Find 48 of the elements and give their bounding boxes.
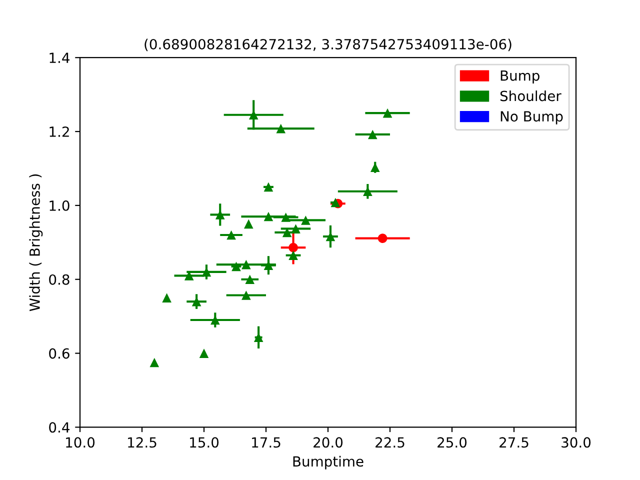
point <box>226 230 236 240</box>
y-tick-label: 0.6 <box>49 348 70 359</box>
point <box>215 210 225 220</box>
x-axis-title: Bumptime <box>293 456 364 470</box>
point <box>281 212 290 222</box>
y-tick-label: 1.2 <box>50 126 69 137</box>
y-tick-label: 1.4 <box>50 52 70 63</box>
x-tick-label: 27.5 <box>500 437 528 448</box>
point <box>378 234 388 243</box>
point <box>276 124 286 134</box>
y-axis-title: Width ( Brightness ) <box>29 174 43 312</box>
point <box>382 108 392 118</box>
point <box>264 182 274 192</box>
x-tick-label: 22.5 <box>376 437 404 448</box>
point <box>150 358 160 368</box>
point <box>242 290 251 300</box>
point <box>301 216 310 225</box>
point <box>244 219 254 229</box>
x-tick-label: 20.0 <box>314 437 343 448</box>
chart-title: (0.68900828164272132, 3.3787542753409113e-06) <box>144 38 512 52</box>
point <box>232 262 241 272</box>
y-tick-label: 0.4 <box>49 422 70 433</box>
point <box>264 212 274 222</box>
point <box>245 274 255 284</box>
x-tick-label: 15.0 <box>190 437 219 448</box>
point <box>330 198 340 208</box>
point <box>248 110 258 120</box>
point <box>291 224 300 234</box>
point <box>162 293 172 302</box>
point <box>210 315 220 325</box>
x-tick-label: 12.5 <box>128 437 156 448</box>
x-tick-label: 10.0 <box>66 437 95 448</box>
legend-label: Shoulder <box>500 90 562 102</box>
point <box>368 130 378 140</box>
point <box>199 348 209 358</box>
point <box>363 186 372 196</box>
x-tick-label: 17.5 <box>252 437 280 448</box>
point <box>242 260 251 270</box>
x-tick-label: 30.0 <box>562 437 591 448</box>
legend-label: No Bump <box>500 111 563 124</box>
point <box>370 162 380 172</box>
point <box>282 228 292 238</box>
point <box>288 250 298 260</box>
y-tick-label: 0.8 <box>49 274 70 285</box>
x-tick-label: 25.0 <box>438 437 467 448</box>
point <box>288 242 298 252</box>
y-tick-label: 1.0 <box>50 200 70 211</box>
legend-label: Bump <box>500 70 540 84</box>
